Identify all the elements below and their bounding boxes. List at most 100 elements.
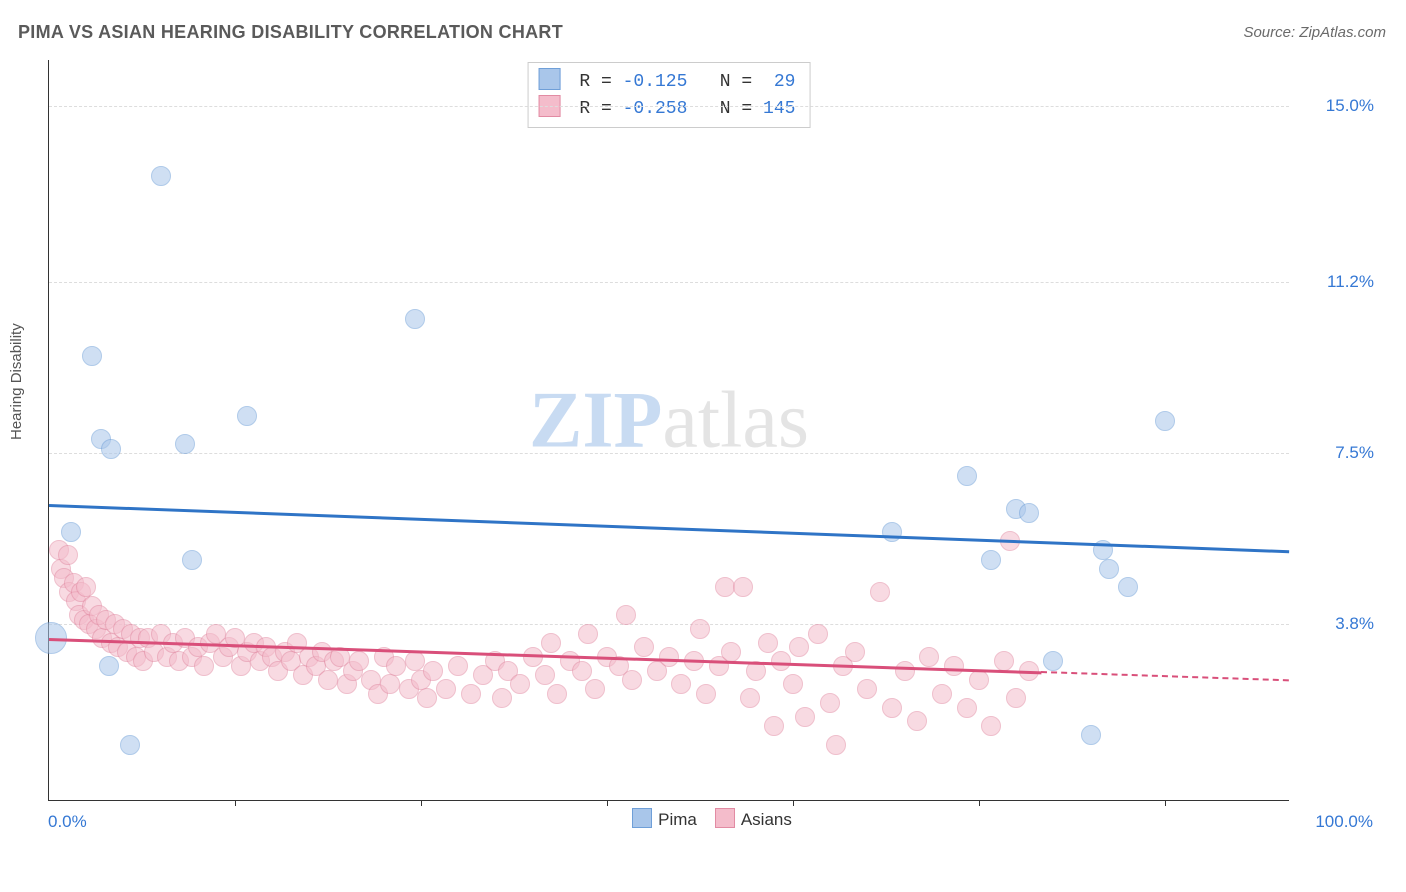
- scatter-point: [820, 693, 840, 713]
- scatter-point: [715, 577, 735, 597]
- source-label: Source: ZipAtlas.com: [1243, 24, 1386, 41]
- scatter-point: [572, 661, 592, 681]
- y-tick-label: 7.5%: [1304, 443, 1374, 463]
- scatter-point: [510, 674, 530, 694]
- scatter-point: [1019, 503, 1039, 523]
- scatter-point: [758, 633, 778, 653]
- scatter-point: [175, 434, 195, 454]
- scatter-point: [535, 665, 555, 685]
- scatter-point: [659, 647, 679, 667]
- scatter-point: [58, 545, 78, 565]
- scatter-point: [436, 679, 456, 699]
- scatter-point: [76, 577, 96, 597]
- scatter-point: [492, 688, 512, 708]
- legend-row: R = -0.258 N = 145: [539, 95, 796, 122]
- scatter-point: [151, 166, 171, 186]
- legend-swatch: [539, 68, 561, 90]
- x-tick: [235, 800, 236, 806]
- correlation-legend: R = -0.125 N = 29 R = -0.258 N = 145: [528, 62, 811, 128]
- scatter-point: [585, 679, 605, 699]
- watermark-zip: ZIP: [529, 376, 662, 464]
- scatter-point: [101, 439, 121, 459]
- legend-label: Asians: [741, 810, 792, 829]
- scatter-point: [826, 735, 846, 755]
- scatter-point: [541, 633, 561, 653]
- scatter-point: [783, 674, 803, 694]
- scatter-point: [882, 698, 902, 718]
- scatter-point: [696, 684, 716, 704]
- scatter-point: [721, 642, 741, 662]
- scatter-point: [405, 309, 425, 329]
- scatter-point: [237, 406, 257, 426]
- legend-swatch: [715, 808, 735, 828]
- y-tick-label: 15.0%: [1304, 96, 1374, 116]
- scatter-point: [547, 684, 567, 704]
- scatter-point: [845, 642, 865, 662]
- scatter-point: [578, 624, 598, 644]
- scatter-point: [1043, 651, 1063, 671]
- scatter-point: [182, 550, 202, 570]
- scatter-point: [882, 522, 902, 542]
- grid-line: [49, 106, 1289, 107]
- scatter-point: [771, 651, 791, 671]
- scatter-point: [907, 711, 927, 731]
- scatter-point: [423, 661, 443, 681]
- y-axis-label: Hearing Disability: [8, 323, 25, 440]
- scatter-point: [1099, 559, 1119, 579]
- scatter-point: [120, 735, 140, 755]
- scatter-point: [932, 684, 952, 704]
- scatter-point: [740, 688, 760, 708]
- legend-swatch: [632, 808, 652, 828]
- y-tick-label: 3.8%: [1304, 614, 1374, 634]
- legend-row: R = -0.125 N = 29: [539, 68, 796, 95]
- scatter-point: [349, 651, 369, 671]
- x-tick: [421, 800, 422, 806]
- scatter-point: [417, 688, 437, 708]
- grid-line: [49, 282, 1289, 283]
- scatter-point: [857, 679, 877, 699]
- scatter-point: [318, 670, 338, 690]
- scatter-point: [808, 624, 828, 644]
- scatter-point: [969, 670, 989, 690]
- scatter-point: [944, 656, 964, 676]
- scatter-point: [82, 346, 102, 366]
- grid-line: [49, 453, 1289, 454]
- scatter-point: [789, 637, 809, 657]
- x-tick: [793, 800, 794, 806]
- scatter-point: [448, 656, 468, 676]
- scatter-point: [764, 716, 784, 736]
- x-tick: [1165, 800, 1166, 806]
- watermark-atlas: atlas: [662, 376, 809, 464]
- scatter-point: [61, 522, 81, 542]
- scatter-point: [895, 661, 915, 681]
- scatter-point: [957, 698, 977, 718]
- scatter-point: [194, 656, 214, 676]
- scatter-point: [795, 707, 815, 727]
- scatter-point: [386, 656, 406, 676]
- scatter-point: [380, 674, 400, 694]
- scatter-point: [1081, 725, 1101, 745]
- scatter-point: [622, 670, 642, 690]
- scatter-point: [1155, 411, 1175, 431]
- scatter-point: [994, 651, 1014, 671]
- legend-label: Pima: [658, 810, 697, 829]
- scatter-point: [957, 466, 977, 486]
- chart-title: PIMA VS ASIAN HEARING DISABILITY CORRELA…: [18, 22, 563, 43]
- trend-line: [49, 504, 1289, 553]
- scatter-point: [671, 674, 691, 694]
- plot-area: ZIPatlas R = -0.125 N = 29 R = -0.258 N …: [48, 60, 1289, 801]
- scatter-point: [634, 637, 654, 657]
- x-tick: [979, 800, 980, 806]
- grid-line: [49, 624, 1289, 625]
- scatter-point: [870, 582, 890, 602]
- scatter-point: [981, 550, 1001, 570]
- scatter-point: [1118, 577, 1138, 597]
- scatter-point: [733, 577, 753, 597]
- x-tick: [607, 800, 608, 806]
- scatter-point: [461, 684, 481, 704]
- trend-line-dashed: [1041, 671, 1289, 681]
- scatter-point: [919, 647, 939, 667]
- scatter-point: [690, 619, 710, 639]
- scatter-point: [616, 605, 636, 625]
- scatter-point: [99, 656, 119, 676]
